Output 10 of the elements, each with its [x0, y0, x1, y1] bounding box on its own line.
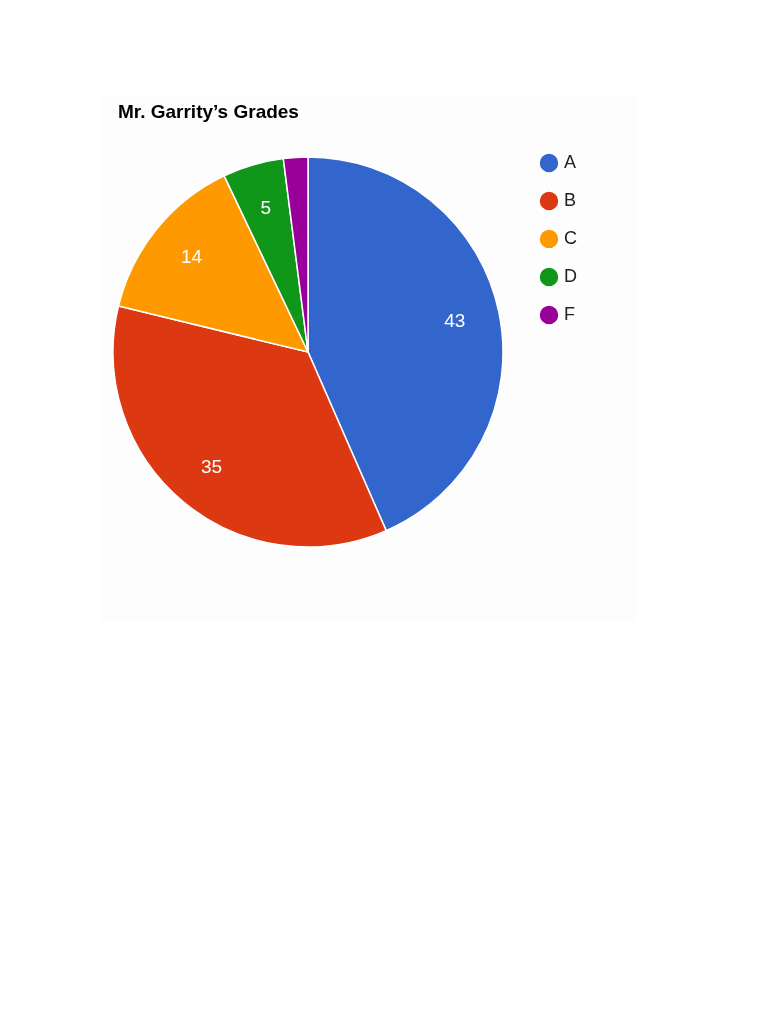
legend-label: A: [564, 152, 577, 172]
legend-label: B: [564, 190, 577, 210]
data-label: 35: [201, 455, 223, 477]
legend-label: F: [564, 304, 575, 324]
data-label: 5: [260, 197, 272, 219]
legend-label: C: [564, 228, 577, 248]
data-label: 43: [444, 310, 466, 332]
legend-label: D: [564, 266, 577, 286]
data-label: 14: [181, 246, 203, 268]
chart-title: Mr. Garrity’s Grades: [118, 101, 299, 122]
